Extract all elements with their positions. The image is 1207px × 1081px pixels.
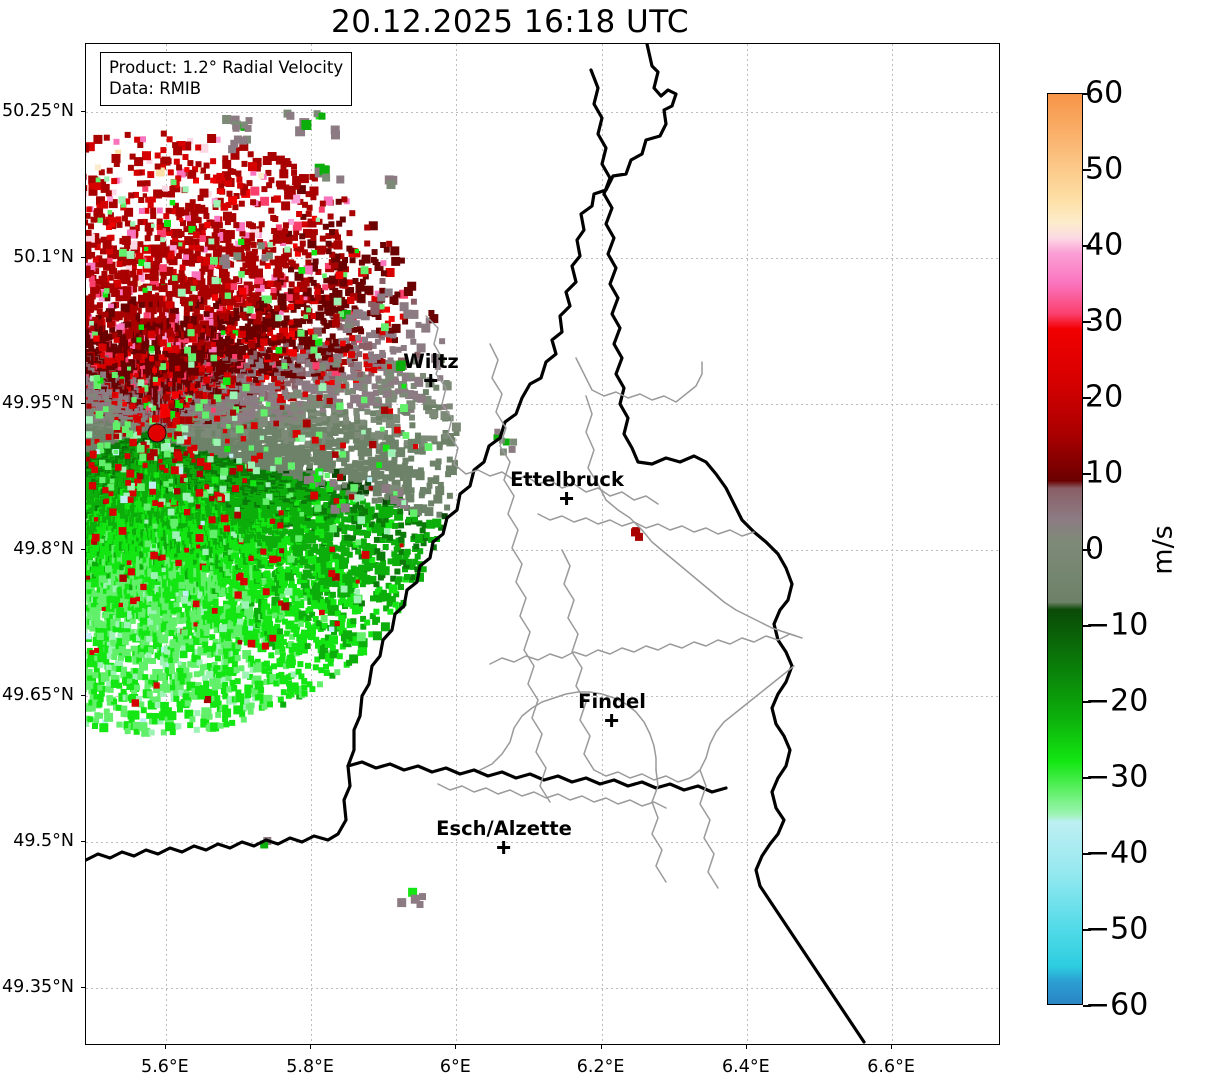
map-geometry — [86, 44, 866, 1044]
gridline-vertical — [601, 44, 603, 1044]
velocity-colorbar — [1047, 93, 1083, 1005]
colorbar-tick-label: −60 — [1085, 987, 1149, 1023]
page-title: 20.12.2025 16:18 UTC — [331, 4, 689, 40]
colorbar-tick-label: 0 — [1085, 531, 1105, 567]
y-tick-mark — [81, 548, 85, 550]
colorbar-tick-mark — [1083, 625, 1091, 627]
colorbar-tick-label: 20 — [1085, 379, 1124, 415]
y-tick-label: 50.1°N — [13, 247, 74, 268]
y-tick-label: 49.65°N — [2, 684, 74, 705]
x-tick-label: 6.4°E — [722, 1057, 770, 1077]
colorbar-tick-label: 10 — [1085, 455, 1124, 491]
colorbar-tick-mark — [1083, 397, 1091, 399]
colorbar-tick-mark — [1083, 321, 1091, 323]
gridline-vertical — [746, 44, 748, 1044]
gridline-vertical — [456, 44, 458, 1044]
colorbar-tick-mark — [1083, 245, 1091, 247]
radar-site-marker — [147, 423, 167, 443]
x-tick-label: 6.6°E — [867, 1057, 915, 1077]
gridline-vertical — [892, 44, 894, 1044]
y-tick-label: 50.25°N — [2, 101, 74, 122]
colorbar-tick-mark — [1083, 1005, 1091, 1007]
colorbar-unit-label: m/s — [1147, 525, 1179, 575]
luxembourg-border — [589, 68, 866, 1044]
product-info-box: Product: 1.2° Radial Velocity Data: RMIB — [100, 52, 353, 106]
y-tick-label: 49.5°N — [13, 830, 74, 851]
colorbar-tick-mark — [1083, 701, 1091, 703]
colorbar-tick-label: 30 — [1085, 303, 1124, 339]
gridline-horizontal — [86, 112, 999, 114]
gridline-vertical — [311, 44, 313, 1044]
y-tick-label: 49.95°N — [2, 392, 74, 413]
map-canvas — [86, 44, 999, 1044]
x-tick-mark — [891, 1045, 893, 1049]
colorbar-tick-mark — [1083, 93, 1091, 95]
y-tick-mark — [81, 257, 85, 259]
colorbar-tick-label: −30 — [1085, 759, 1149, 795]
y-tick-mark — [81, 986, 85, 988]
gridline-horizontal — [86, 403, 999, 405]
x-tick-label: 5.8°E — [286, 1057, 334, 1077]
gridline-horizontal — [86, 987, 999, 989]
y-tick-mark — [81, 694, 85, 696]
colorbar-tick-label: −50 — [1085, 911, 1149, 947]
x-tick-label: 5.6°E — [141, 1057, 189, 1077]
y-tick-mark — [81, 402, 85, 404]
info-product-line: Product: 1.2° Radial Velocity — [109, 58, 344, 77]
radar-echo-layer — [86, 109, 643, 908]
x-tick-mark — [745, 1045, 747, 1049]
gridline-horizontal — [86, 258, 999, 260]
y-tick-mark — [81, 111, 85, 113]
gridline-horizontal — [86, 695, 999, 697]
radar-map-plot: Wiltz Ettelbruck Findel Esch/Alzette Produc… — [85, 43, 1000, 1045]
colorbar-tick-mark — [1083, 853, 1091, 855]
x-tick-mark — [164, 1045, 166, 1049]
y-tick-label: 49.8°N — [13, 538, 74, 559]
colorbar-tick-label: −40 — [1085, 835, 1149, 871]
x-tick-mark — [455, 1045, 457, 1049]
y-tick-label: 49.35°N — [2, 976, 74, 997]
colorbar-tick-mark — [1083, 777, 1091, 779]
gridline-horizontal — [86, 841, 999, 843]
colorbar-tick-label: −10 — [1085, 607, 1149, 643]
national-border — [86, 44, 728, 862]
colorbar-tick-mark — [1083, 473, 1091, 475]
x-tick-label: 6°E — [439, 1057, 471, 1077]
colorbar-tick-label: −20 — [1085, 683, 1149, 719]
admin-boundary-layer — [425, 315, 803, 889]
colorbar-tick-label: 60 — [1085, 75, 1124, 111]
colorbar-tick-mark — [1083, 549, 1091, 551]
colorbar-tick-label: 40 — [1085, 227, 1124, 263]
colorbar-gradient — [1048, 94, 1082, 1004]
gridline-horizontal — [86, 549, 999, 551]
x-tick-mark — [310, 1045, 312, 1049]
colorbar-tick-mark — [1083, 929, 1091, 931]
y-tick-mark — [81, 840, 85, 842]
info-data-line: Data: RMIB — [109, 79, 202, 99]
colorbar-tick-mark — [1083, 169, 1091, 171]
x-tick-label: 6.2°E — [576, 1057, 625, 1077]
x-tick-mark — [600, 1045, 602, 1049]
colorbar-tick-label: 50 — [1085, 151, 1124, 187]
